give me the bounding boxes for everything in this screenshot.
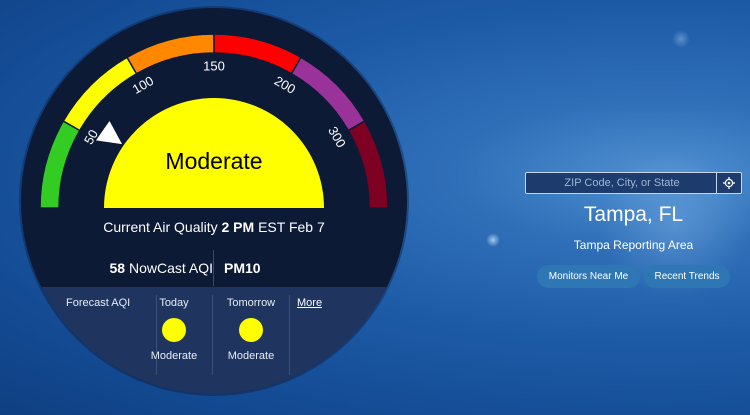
aqi-dial: 50 100 150 200 300 Moderate Current Air Qual… [21, 8, 407, 394]
forecast-status: Moderate [227, 350, 275, 362]
nowcast-label: NowCast AQI [128, 260, 213, 276]
divider [156, 295, 157, 375]
forecast-tomorrow: Tomorrow Moderate [213, 297, 289, 362]
nowcast-aqi: 58 NowCast AQI [110, 260, 214, 276]
current-prefix: Current Air Quality [103, 219, 218, 235]
gauge-tick-label: 300 [325, 124, 349, 150]
gauge-needle [95, 120, 123, 145]
gauge-band-unhealthy-for-sensitive-groups [125, 33, 215, 75]
search-input[interactable] [526, 173, 718, 193]
current-time: 2 PM [221, 219, 255, 235]
recent-trends-button[interactable]: Recent Trends [644, 265, 730, 288]
gauge-band-moderate [62, 56, 138, 132]
gauge-band-good [39, 119, 81, 209]
gauge-band-unhealthy [213, 33, 303, 75]
nowcast-row: 58 NowCast AQI PM10 [21, 250, 407, 286]
forecast-tomorrow-dot [239, 318, 263, 342]
pollutant: PM10 [224, 260, 261, 276]
forecast-day: Tomorrow [226, 297, 276, 309]
gauge-band-very-unhealthy [290, 56, 366, 132]
gauge-tick-label: 200 [272, 73, 298, 97]
current-suffix: EST Feb 7 [258, 219, 325, 235]
nowcast-value: 58 [109, 260, 126, 276]
gauge-tick-label: 100 [130, 73, 156, 97]
forecast-more-link[interactable]: More [297, 297, 323, 309]
forecast-day: Today [159, 297, 189, 309]
gauge-tick-label: 50 [81, 127, 101, 147]
divider [289, 295, 290, 375]
gauge-tick-label: 150 [203, 58, 225, 73]
crosshair-icon [723, 177, 735, 189]
forecast-today-dot [162, 318, 186, 342]
status-label: Moderate [165, 148, 262, 174]
current-air-quality: Current Air Quality 2 PM EST Feb 7 [21, 219, 407, 235]
forecast-today: Today Moderate [136, 297, 212, 362]
forecast-label: Forecast AQI [66, 297, 131, 309]
location-search [525, 172, 742, 194]
forecast-panel: Forecast AQI Today Moderate Tomorrow Mod… [21, 287, 407, 394]
locate-button[interactable] [716, 173, 741, 193]
gauge-band-hazardous [347, 119, 389, 209]
forecast-status: Moderate [150, 350, 198, 362]
divider [212, 295, 213, 375]
city-name: Tampa, FL [583, 203, 684, 226]
status-dome [104, 98, 324, 208]
monitors-near-me-button[interactable]: Monitors Near Me [537, 265, 640, 288]
aqi-gauge: 50 100 150 200 300 Moderate [39, 33, 389, 209]
reporting-area: Tampa Reporting Area [573, 238, 694, 252]
divider [213, 250, 214, 286]
